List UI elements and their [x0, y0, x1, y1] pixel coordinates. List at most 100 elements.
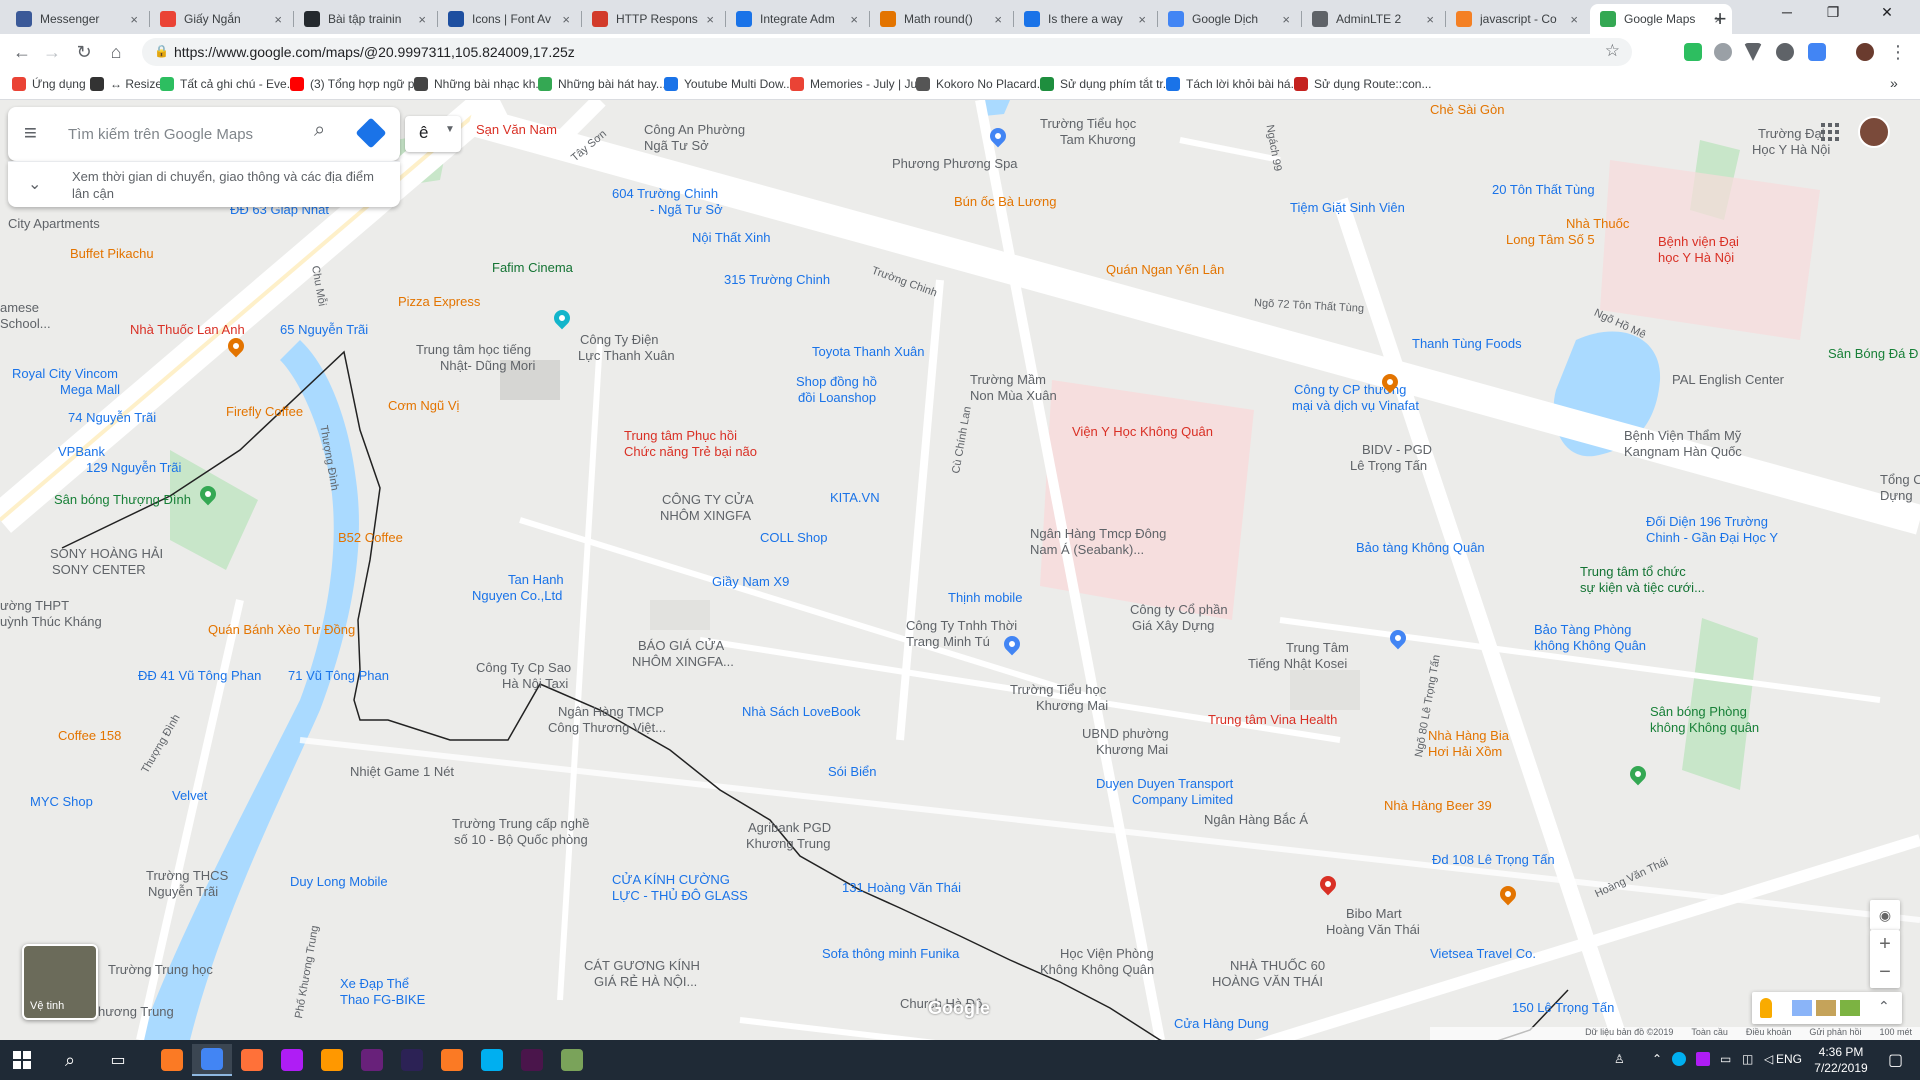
- map-place-label[interactable]: Chè Sài Gòn: [1430, 102, 1505, 117]
- map-place-label[interactable]: Không Không Quân: [1040, 962, 1155, 977]
- map-place-label[interactable]: Trang Minh Tú: [906, 634, 990, 649]
- address-bar[interactable]: 🔒 https://www.google.com/maps/@20.999731…: [142, 38, 1632, 66]
- map-place-label[interactable]: Giầy Nam X9: [712, 574, 790, 589]
- home-icon[interactable]: ⌂: [110, 42, 122, 62]
- imagery-thumb[interactable]: [1792, 1000, 1812, 1016]
- map-place-label[interactable]: Shop đồng hồ: [796, 374, 877, 389]
- close-tab-icon[interactable]: ×: [562, 11, 570, 27]
- map-place-label[interactable]: Thịnh mobile: [948, 590, 1023, 605]
- close-tab-icon[interactable]: ×: [994, 11, 1002, 27]
- global-link[interactable]: Toàn cầu: [1691, 1027, 1728, 1037]
- map-place-label[interactable]: Công Ty Tnhh Thời: [906, 618, 1018, 633]
- google-apps-icon[interactable]: [1820, 122, 1840, 142]
- map-place-label[interactable]: B52 Coffee: [338, 530, 403, 545]
- map-place-label[interactable]: hương Trung: [98, 1004, 174, 1019]
- map-place-label[interactable]: Trung tâm tổ chức: [1580, 564, 1686, 579]
- map-place-label[interactable]: Đối Diện 196 Trường: [1646, 514, 1769, 529]
- map-place-label[interactable]: Kangnam Hàn Quốc: [1624, 444, 1742, 459]
- map-place-label[interactable]: Tam Khương: [1060, 132, 1136, 147]
- bookmark-item[interactable]: ↔ Resizer: [90, 77, 166, 91]
- back-arrow-icon[interactable]: ←: [13, 42, 31, 62]
- imagery-thumb[interactable]: [1840, 1000, 1860, 1016]
- map-place-label[interactable]: Tiệm Giặt Sinh Viên: [1290, 200, 1405, 215]
- map-place-label[interactable]: 131 Hoàng Văn Thái: [842, 880, 962, 895]
- map-place-label[interactable]: Thao FG-BIKE: [340, 992, 426, 1007]
- map-place-label[interactable]: Công An Phường: [644, 122, 746, 137]
- map-place-label[interactable]: Long Tâm Số 5: [1506, 232, 1595, 247]
- map-place-label[interactable]: NHÔM XINGFA...: [632, 654, 734, 669]
- map-place-label[interactable]: Bibo Mart: [1346, 906, 1402, 921]
- map-place-label[interactable]: Velvet: [172, 788, 208, 803]
- close-tab-icon[interactable]: ×: [1714, 11, 1722, 27]
- map-place-label[interactable]: Trường THCS: [146, 868, 229, 883]
- close-tab-icon[interactable]: ×: [274, 11, 282, 27]
- satellite-layer-toggle[interactable]: Vệ tinh: [22, 944, 98, 1020]
- map-place-label[interactable]: Mega Mall: [60, 382, 120, 397]
- close-tab-icon[interactable]: ×: [418, 11, 426, 27]
- map-place-label[interactable]: Học Viện Phòng: [1060, 946, 1154, 961]
- browser-tab[interactable]: Google Dịch ×: [1158, 4, 1300, 34]
- map-place-label[interactable]: Viện Y Học Không Quân: [1072, 424, 1213, 439]
- map-place-label[interactable]: 604 Trường Chinh: [612, 186, 719, 201]
- map-place-label[interactable]: 150 Lê Trọng Tấn: [1512, 1000, 1615, 1015]
- bookmark-item[interactable]: Tất cả ghi chú - Eve...: [160, 77, 297, 91]
- map-place-label[interactable]: amese: [0, 300, 40, 315]
- browser-tab[interactable]: Icons | Font Av ×: [438, 4, 580, 34]
- skype-tray-icon[interactable]: [1672, 1052, 1686, 1066]
- map-place-label[interactable]: NHÀ THUỐC 60: [1230, 958, 1326, 973]
- bookmark-item[interactable]: Những bài nhạc kh...: [414, 77, 545, 91]
- bookmark-item[interactable]: Những bài hát hay...: [538, 77, 666, 91]
- forward-arrow-icon[interactable]: →: [43, 42, 61, 62]
- close-tab-icon[interactable]: ×: [850, 11, 858, 27]
- bookmark-item[interactable]: Tách lời khỏi bài há...: [1166, 77, 1301, 91]
- map-place-label[interactable]: Nhà Sách LoveBook: [742, 704, 861, 719]
- search-icon[interactable]: ⌕: [314, 119, 326, 141]
- map-place-label[interactable]: KITA.VN: [830, 490, 880, 505]
- map-place-label[interactable]: Bảo Tàng Phòng: [1534, 622, 1632, 637]
- bookmark-item[interactable]: Youtube Multi Dow...: [664, 77, 793, 91]
- browser-tab[interactable]: Is there a way ×: [1014, 4, 1156, 34]
- new-tab-button[interactable]: +: [1713, 6, 1727, 31]
- zoom-out-button[interactable]: −: [1879, 961, 1891, 983]
- map-place-label[interactable]: Quán Bánh Xèo Tư Đồng: [208, 622, 356, 637]
- map-place-label[interactable]: BÁO GIÁ CỬA: [638, 638, 725, 653]
- map-place-label[interactable]: Dựng: [1880, 488, 1913, 503]
- zoom-in-button[interactable]: +: [1879, 933, 1891, 955]
- map-place-label[interactable]: Ngã Tư Sở: [644, 138, 709, 153]
- chevron-down-icon[interactable]: ⌄: [28, 176, 42, 193]
- map-place-label[interactable]: Nhà Hàng Beer 39: [1384, 798, 1492, 813]
- app-tray-icon[interactable]: [1696, 1052, 1710, 1066]
- hamburger-menu-icon[interactable]: ≡: [24, 120, 37, 145]
- map-place-label[interactable]: Sân bóng Phòng: [1650, 704, 1747, 719]
- map-place-label[interactable]: Church Hà Đô: [900, 996, 983, 1011]
- map-place-label[interactable]: GIÁ RẺ HÀ NỘI...: [594, 974, 698, 989]
- map-place-label[interactable]: Trường Tiểu học: [1040, 116, 1137, 131]
- nearby-hint-panel[interactable]: ⌄ Xem thời gian di chuyển, giao thông và…: [8, 161, 400, 207]
- taskbar-app-firefox[interactable]: [232, 1044, 272, 1076]
- map-place-label[interactable]: học Y Hà Nội: [1658, 250, 1735, 265]
- taskbar-app-phpstorm[interactable]: [272, 1044, 312, 1076]
- maximize-button[interactable]: ❐: [1826, 4, 1840, 20]
- map-place-label[interactable]: City Apartments: [8, 216, 100, 231]
- map-place-label[interactable]: Chinh - Gần Đại Học Y: [1646, 530, 1778, 545]
- close-tab-icon[interactable]: ×: [1138, 11, 1146, 27]
- map-place-label[interactable]: Duy Long Mobile: [290, 874, 388, 889]
- people-icon[interactable]: ♙: [1614, 1052, 1625, 1066]
- profile-avatar[interactable]: [1856, 43, 1874, 61]
- bookmarks-overflow-button[interactable]: »: [1890, 75, 1898, 91]
- map-place-label[interactable]: SONY CENTER: [52, 562, 146, 577]
- map-place-label[interactable]: Nhiệt Game 1 Nét: [350, 764, 455, 779]
- bookmark-item[interactable]: (3) Tổng hợp ngữ p...: [290, 77, 424, 91]
- close-tab-icon[interactable]: ×: [706, 11, 714, 27]
- map-place-label[interactable]: 65 Nguyễn Trãi: [280, 322, 369, 337]
- map-place-label[interactable]: VPBank: [58, 444, 105, 459]
- bookmark-item[interactable]: Sử dụng Route::con...: [1294, 77, 1431, 91]
- map-place-label[interactable]: CÁT GƯƠNG KÍNH: [584, 958, 700, 973]
- scale-indicator[interactable]: 100 mét: [1879, 1027, 1912, 1037]
- reload-icon[interactable]: ↻: [76, 42, 92, 62]
- map-place-label[interactable]: Trung tâm Vina Health: [1208, 712, 1338, 727]
- map-place-label[interactable]: Công Ty Cp Sao: [476, 660, 572, 675]
- map-place-label[interactable]: Sofa thông minh Funika: [822, 946, 960, 961]
- map-place-label[interactable]: Nhật- Dũng Mori: [440, 358, 536, 373]
- map-place-label[interactable]: 129 Nguyễn Trãi: [86, 460, 182, 475]
